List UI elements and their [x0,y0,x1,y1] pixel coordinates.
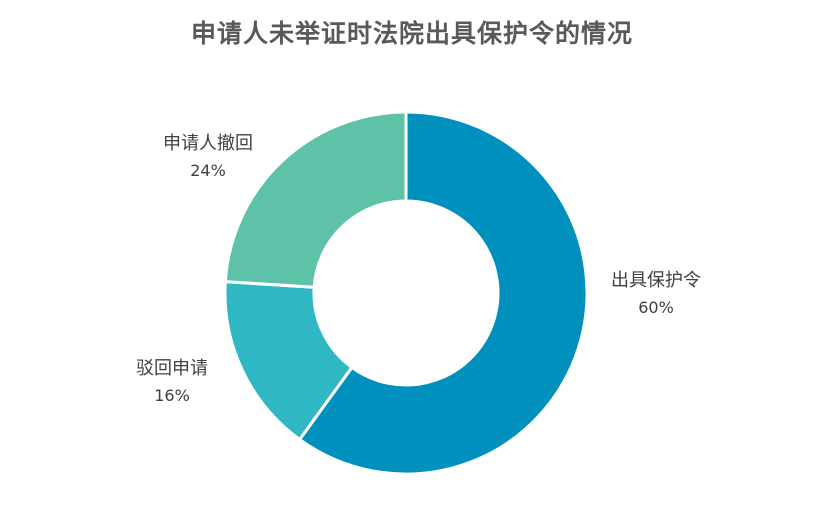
slice-value-label-2: 16% [154,386,190,405]
slice-2 [223,280,355,442]
slice-label-3: 申请人撤回 [163,133,253,154]
slice-1 [297,110,589,476]
slice-value-label-1: 60% [638,298,674,317]
slice-value-label-3: 24% [190,161,226,180]
chart-slices [223,110,589,476]
chart-labels: 出具保护令 60% 驳回申请 16% 申请人撤回 24% [136,133,701,405]
slice-label-1: 出具保护令 [611,270,701,291]
chart-title: 申请人未举证时法院出具保护令的情况 [190,19,633,48]
slice-label-2: 驳回申请 [136,358,208,379]
slice-3 [223,110,408,289]
